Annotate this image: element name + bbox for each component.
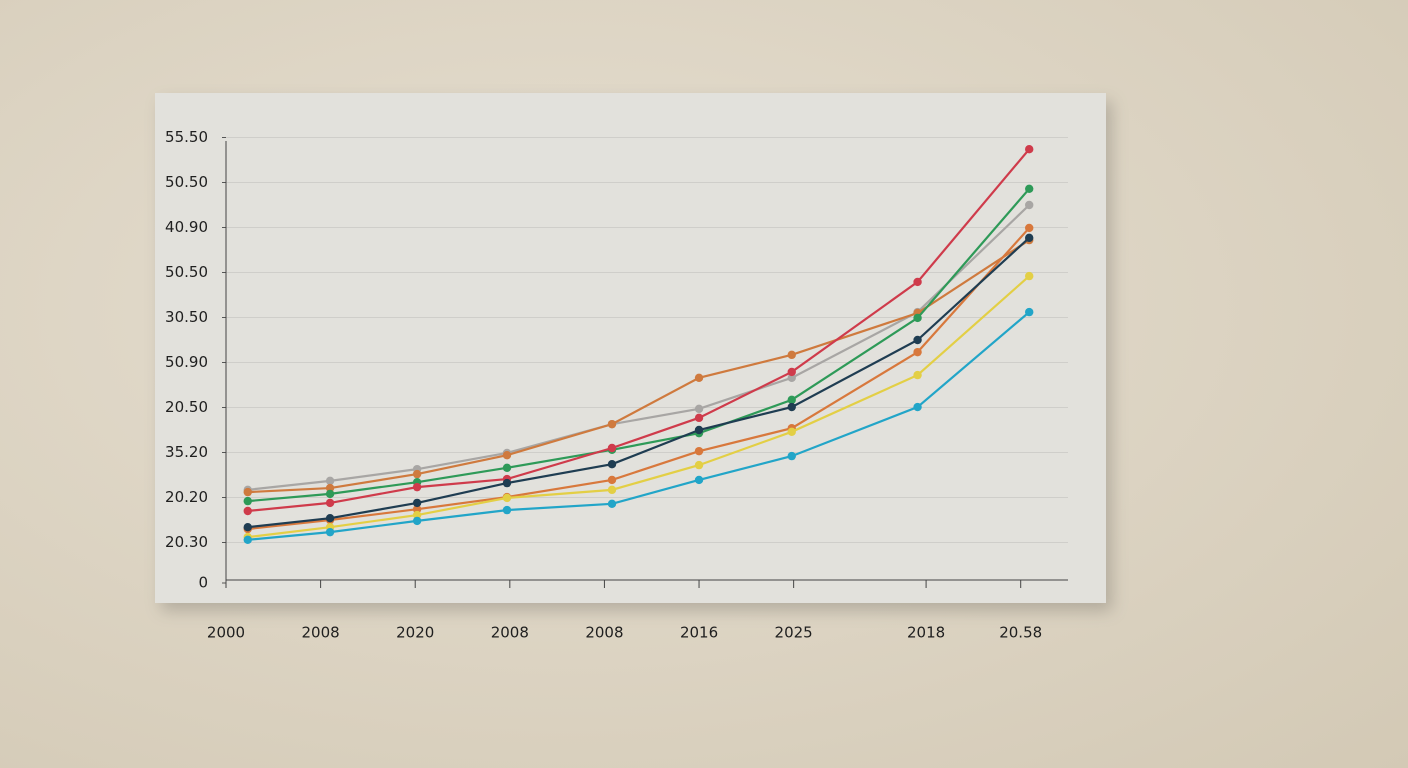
x-tick-label: 2025 bbox=[775, 624, 813, 642]
x-tick-label: 20.58 bbox=[999, 624, 1042, 642]
series-marker bbox=[1025, 271, 1034, 281]
y-tick-label: 30.50 bbox=[165, 308, 208, 326]
series-marker bbox=[607, 460, 617, 469]
series-marker bbox=[913, 313, 922, 323]
series-marker bbox=[694, 475, 704, 485]
chart-card bbox=[155, 93, 1106, 603]
series-marker bbox=[607, 443, 617, 453]
series-marker bbox=[502, 451, 512, 460]
series-marker bbox=[787, 367, 796, 377]
series-marker bbox=[787, 395, 796, 405]
series-marker bbox=[1025, 307, 1034, 317]
y-tick-label: 55.50 bbox=[165, 128, 208, 146]
series-marker bbox=[412, 516, 422, 526]
series-marker bbox=[913, 277, 922, 287]
series-marker bbox=[607, 419, 617, 429]
x-tick-label: 2008 bbox=[302, 624, 340, 642]
series-marker bbox=[502, 478, 512, 488]
series-marker bbox=[243, 487, 252, 497]
series-marker bbox=[412, 498, 422, 508]
series-marker bbox=[243, 535, 252, 544]
series-marker bbox=[787, 350, 796, 360]
series-marker bbox=[913, 370, 922, 380]
series-marker bbox=[607, 475, 617, 485]
series-marker bbox=[243, 506, 252, 516]
series-marker bbox=[412, 505, 422, 514]
series-marker bbox=[325, 489, 335, 499]
x-tick-label: 2020 bbox=[396, 624, 434, 642]
series-marker bbox=[787, 451, 796, 461]
series-marker bbox=[1025, 184, 1034, 193]
y-tick-label: 20.20 bbox=[165, 488, 208, 506]
series-marker bbox=[325, 514, 335, 523]
x-tick-label: 2008 bbox=[585, 624, 623, 642]
series-marker bbox=[502, 493, 512, 503]
series-marker bbox=[913, 402, 922, 412]
y-tick-label: 20.50 bbox=[165, 398, 208, 416]
y-tick-label: 50.90 bbox=[165, 353, 208, 371]
series-marker bbox=[325, 498, 335, 508]
series-marker bbox=[607, 499, 617, 508]
series-marker bbox=[694, 425, 704, 435]
series-marker bbox=[1025, 223, 1034, 233]
series-marker bbox=[325, 483, 335, 493]
x-tick-label: 2008 bbox=[491, 624, 529, 642]
series-marker bbox=[913, 335, 922, 345]
y-tick-label: 20.30 bbox=[165, 533, 208, 551]
series-marker bbox=[694, 446, 704, 456]
y-tick-label: 50.50 bbox=[165, 173, 208, 191]
series-marker bbox=[325, 527, 335, 537]
series-marker bbox=[787, 373, 796, 382]
x-tick-label: 2000 bbox=[207, 624, 245, 642]
series-marker bbox=[694, 413, 704, 423]
y-tick-label: 50.50 bbox=[165, 263, 208, 281]
y-tick-label: 35.20 bbox=[165, 443, 208, 461]
series-marker bbox=[243, 523, 252, 532]
series-marker bbox=[412, 482, 422, 492]
series-marker bbox=[325, 476, 335, 486]
series-marker bbox=[1025, 145, 1034, 154]
series-marker bbox=[694, 460, 704, 470]
series-marker bbox=[1025, 200, 1034, 210]
series-marker bbox=[1025, 233, 1034, 243]
series-marker bbox=[502, 505, 512, 515]
series-marker bbox=[913, 347, 922, 357]
series-marker bbox=[243, 496, 252, 506]
series-marker bbox=[412, 469, 422, 479]
series-marker bbox=[694, 404, 704, 414]
series-marker bbox=[412, 510, 422, 520]
x-tick-label: 2016 bbox=[680, 624, 718, 642]
series-marker bbox=[787, 402, 796, 412]
series-marker bbox=[502, 463, 512, 472]
x-tick-label: 2018 bbox=[907, 624, 945, 642]
series-marker bbox=[694, 373, 704, 382]
y-tick-label: 40.90 bbox=[165, 218, 208, 236]
y-tick-label: 0 bbox=[198, 574, 208, 592]
series-marker bbox=[607, 485, 617, 495]
series-marker bbox=[787, 427, 796, 436]
